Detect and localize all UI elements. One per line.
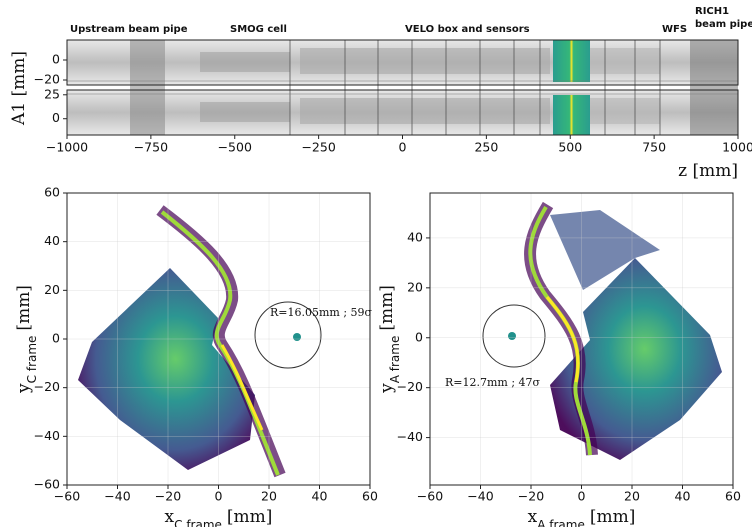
label-unit: [mm] <box>377 285 397 331</box>
y-tick-label: 20 <box>407 279 423 294</box>
x-tick-label: 60 <box>725 489 741 504</box>
x-tick-label: 500 <box>558 140 582 155</box>
y-tick-label: 40 <box>407 229 423 244</box>
label-unit: [mm] <box>14 285 34 331</box>
x-tick-label: −40 <box>467 489 493 504</box>
label-main: y <box>377 383 397 394</box>
y-tick-label: 25 <box>44 86 60 101</box>
y-axis-label: yA frame [mm] <box>377 285 402 394</box>
y-tick-label: −40 <box>397 429 423 444</box>
x-tick-label: 250 <box>474 140 498 155</box>
label-unit: [mm] <box>590 507 636 527</box>
y-tick-label: 0 <box>52 110 60 125</box>
annotation: VELO box and sensors <box>405 24 530 35</box>
x-tick-label: 0 <box>215 489 223 504</box>
label-main: x <box>165 507 175 527</box>
x-tick-label: −500 <box>218 140 252 155</box>
x-tick-label: −1000 <box>46 140 88 155</box>
label-sub: A frame <box>388 336 402 384</box>
x-tick-label: 40 <box>675 489 691 504</box>
x-tick-label: 20 <box>261 489 277 504</box>
annotation: Upstream beam pipe <box>70 24 188 35</box>
x-axis-label: xA frame [mm] <box>528 507 636 527</box>
x-axis-label: xC frame [mm] <box>165 507 273 527</box>
x-tick-label: 0 <box>399 140 407 155</box>
label-sub: C frame <box>25 336 39 384</box>
y-tick-label: 0 <box>415 329 423 344</box>
annotation: RICH1 <box>695 6 729 17</box>
density-cloud <box>482 201 722 460</box>
annotation: SMOG cell <box>230 24 287 35</box>
x-tick-label: 750 <box>642 140 666 155</box>
x-tick-label: −20 <box>155 489 181 504</box>
density-cloud <box>78 205 322 478</box>
x-tick-label: −60 <box>54 489 80 504</box>
y-tick-label: 40 <box>44 233 60 248</box>
strip-image <box>67 40 738 135</box>
x-tick-label: −40 <box>104 489 130 504</box>
x-tick-label: −60 <box>417 489 443 504</box>
plot-frame <box>429 192 734 486</box>
label-main: y <box>14 383 34 394</box>
annotation: WFS <box>662 24 687 35</box>
annotation: R=12.7mm ; 47σ <box>445 376 541 389</box>
y-tick-label: −40 <box>34 428 60 443</box>
x-tick-label: −750 <box>134 140 168 155</box>
x-tick-label: 20 <box>624 489 640 504</box>
y-axis-label: A1 [mm] <box>9 51 29 126</box>
annotation: beam pipe <box>695 19 752 30</box>
x-axis-label: z [mm] <box>678 161 738 181</box>
y-axis-label: yC frame [mm] <box>14 285 39 394</box>
label-sub: A frame <box>537 518 585 527</box>
x-tick-label: −20 <box>518 489 544 504</box>
y-tick-label: −20 <box>34 379 60 394</box>
x-tick-label: 40 <box>312 489 328 504</box>
label-main: x <box>528 507 538 527</box>
strip-frame <box>66 39 739 86</box>
x-tick-label: 0 <box>578 489 586 504</box>
annotation: R=16.05mm ; 59σ <box>270 306 373 319</box>
y-tick-label: 60 <box>44 185 60 200</box>
label-unit: [mm] <box>227 507 273 527</box>
y-tick-label: −60 <box>34 477 60 492</box>
y-tick-label: 20 <box>44 282 60 297</box>
y-tick-label: 0 <box>52 52 60 67</box>
x-tick-label: 60 <box>362 489 378 504</box>
y-tick-label: −20 <box>34 72 60 87</box>
plot-frame <box>66 192 371 486</box>
y-tick-label: 0 <box>52 331 60 346</box>
x-tick-label: 1000 <box>722 140 752 155</box>
x-tick-label: −250 <box>301 140 335 155</box>
label-sub: C frame <box>174 518 222 527</box>
y-tick-label: −20 <box>397 379 423 394</box>
